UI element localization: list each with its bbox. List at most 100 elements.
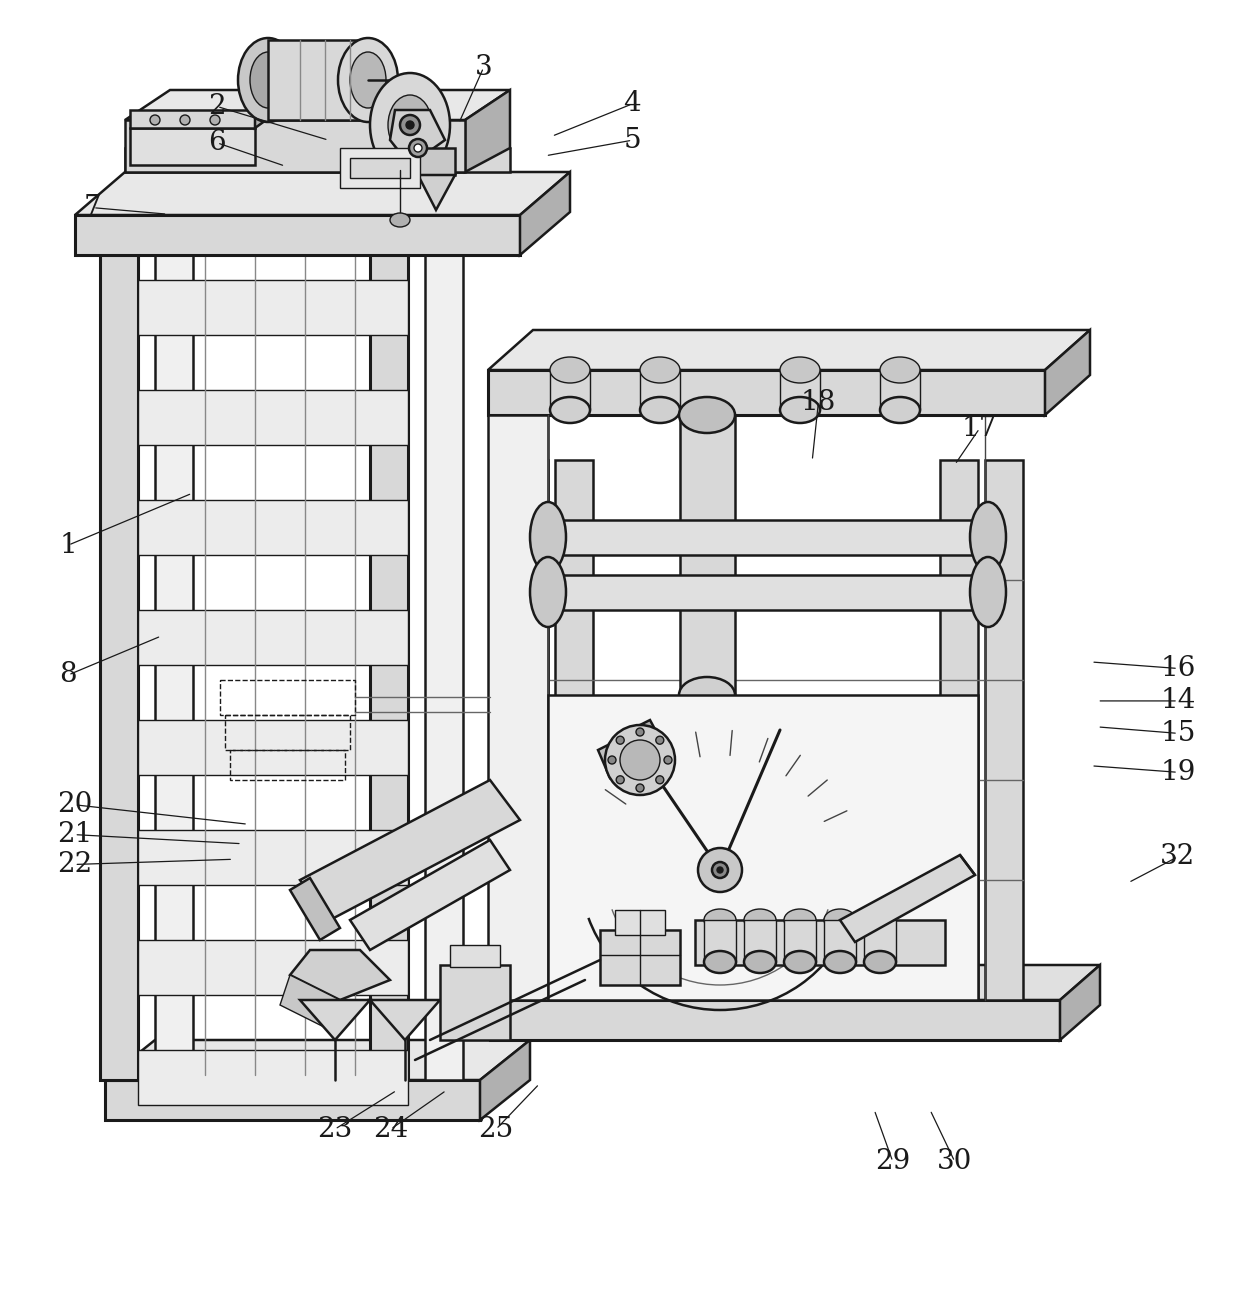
Ellipse shape <box>529 557 565 627</box>
Ellipse shape <box>784 951 816 974</box>
Bar <box>615 910 665 935</box>
Bar <box>138 720 408 775</box>
Polygon shape <box>391 110 445 165</box>
Circle shape <box>401 116 420 135</box>
Bar <box>125 119 465 173</box>
Polygon shape <box>300 780 520 920</box>
Circle shape <box>717 867 723 874</box>
Text: 14: 14 <box>1161 688 1195 714</box>
Text: 3: 3 <box>475 55 492 80</box>
Polygon shape <box>490 999 1060 1040</box>
Text: 18: 18 <box>801 389 836 415</box>
Ellipse shape <box>864 909 897 931</box>
Bar <box>440 964 510 1040</box>
Bar <box>100 219 138 1080</box>
Circle shape <box>656 776 663 784</box>
Ellipse shape <box>640 357 680 383</box>
Polygon shape <box>465 90 510 173</box>
Polygon shape <box>290 877 340 940</box>
Bar <box>694 920 945 964</box>
Bar <box>548 520 988 556</box>
Text: 19: 19 <box>1161 759 1195 785</box>
Ellipse shape <box>680 397 735 434</box>
Text: 5: 5 <box>624 127 641 153</box>
Polygon shape <box>418 148 455 175</box>
Text: 30: 30 <box>937 1149 972 1175</box>
Circle shape <box>636 784 644 792</box>
Text: 32: 32 <box>1161 844 1195 870</box>
Text: 20: 20 <box>57 792 92 818</box>
Circle shape <box>663 755 672 765</box>
Polygon shape <box>1045 330 1090 415</box>
Circle shape <box>656 736 663 744</box>
Circle shape <box>210 116 219 125</box>
Ellipse shape <box>784 909 816 931</box>
Polygon shape <box>489 370 1045 415</box>
Circle shape <box>608 755 616 765</box>
Bar <box>985 459 1023 999</box>
Text: 4: 4 <box>624 91 641 117</box>
Polygon shape <box>598 735 640 778</box>
Polygon shape <box>74 173 570 215</box>
Polygon shape <box>105 1040 529 1080</box>
Bar <box>138 1050 408 1105</box>
Ellipse shape <box>704 951 737 974</box>
Text: 22: 22 <box>57 851 92 877</box>
Text: 23: 23 <box>317 1116 352 1142</box>
Ellipse shape <box>780 357 820 383</box>
Circle shape <box>636 728 644 736</box>
Bar <box>138 500 408 556</box>
Circle shape <box>620 740 660 780</box>
Ellipse shape <box>970 557 1006 627</box>
Circle shape <box>605 726 675 794</box>
Polygon shape <box>1060 964 1100 1040</box>
Text: 2: 2 <box>208 93 226 119</box>
Bar <box>704 920 737 962</box>
Bar <box>450 945 500 967</box>
Ellipse shape <box>370 73 450 177</box>
Circle shape <box>409 139 427 157</box>
Bar <box>825 920 856 962</box>
Polygon shape <box>350 840 510 950</box>
Polygon shape <box>489 415 548 999</box>
Ellipse shape <box>780 397 820 423</box>
Ellipse shape <box>825 951 856 974</box>
Text: 16: 16 <box>1161 655 1195 681</box>
Bar <box>680 415 735 694</box>
Polygon shape <box>489 330 1090 370</box>
Polygon shape <box>839 855 975 942</box>
Ellipse shape <box>339 38 398 122</box>
Ellipse shape <box>970 502 1006 572</box>
Bar <box>600 929 680 985</box>
Polygon shape <box>300 999 370 1040</box>
Text: 25: 25 <box>479 1116 513 1142</box>
Ellipse shape <box>744 909 776 931</box>
Ellipse shape <box>391 213 410 227</box>
Ellipse shape <box>744 951 776 974</box>
Bar <box>784 920 816 962</box>
Circle shape <box>616 776 624 784</box>
Ellipse shape <box>880 397 920 423</box>
Text: 15: 15 <box>1161 720 1195 746</box>
Polygon shape <box>290 950 391 999</box>
Text: 24: 24 <box>373 1116 408 1142</box>
Bar <box>551 370 590 410</box>
Bar <box>548 575 988 610</box>
Ellipse shape <box>880 357 920 383</box>
Polygon shape <box>74 215 520 254</box>
Bar <box>350 158 410 178</box>
Bar <box>138 610 408 665</box>
Bar <box>425 219 463 1080</box>
Bar <box>138 280 408 335</box>
Bar <box>138 389 408 445</box>
Circle shape <box>180 116 190 125</box>
Ellipse shape <box>640 397 680 423</box>
Bar <box>138 829 408 885</box>
Text: 1: 1 <box>60 532 77 558</box>
Polygon shape <box>370 999 440 1040</box>
Ellipse shape <box>864 951 897 974</box>
Circle shape <box>712 862 728 877</box>
Text: 21: 21 <box>57 822 92 848</box>
Ellipse shape <box>250 52 286 108</box>
Ellipse shape <box>551 397 590 423</box>
